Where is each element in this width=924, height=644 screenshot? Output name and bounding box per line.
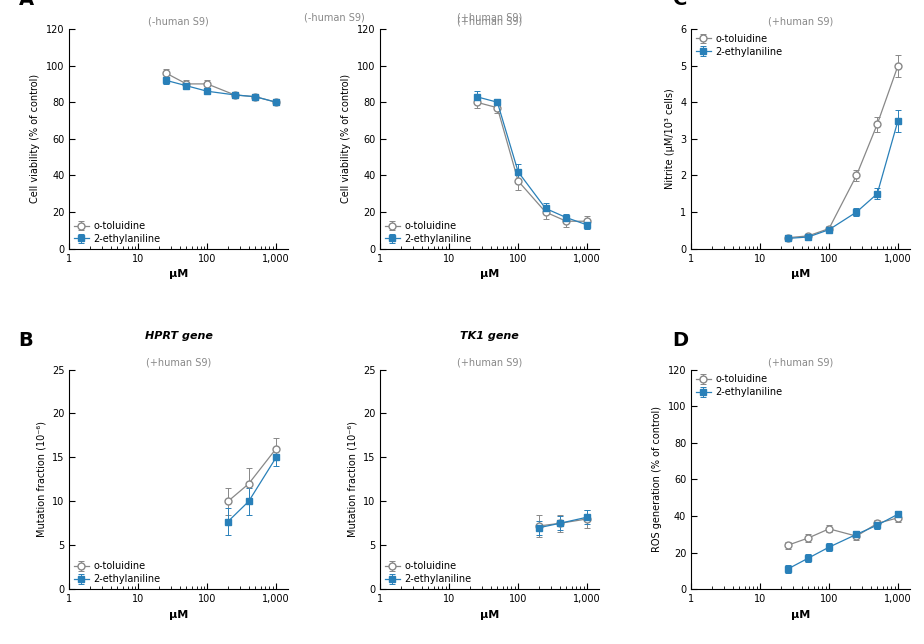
Text: TK1 gene: TK1 gene <box>460 331 519 341</box>
Legend: o-toluidine, 2-ethylaniline: o-toluidine, 2-ethylaniline <box>696 34 783 57</box>
Legend: o-toluidine, 2-ethylaniline: o-toluidine, 2-ethylaniline <box>74 562 161 584</box>
X-axis label: μM: μM <box>480 269 499 279</box>
Y-axis label: Cell viability (% of control): Cell viability (% of control) <box>341 74 351 204</box>
Y-axis label: Cell viability (% of control): Cell viability (% of control) <box>30 74 41 204</box>
Legend: o-toluidine, 2-ethylaniline: o-toluidine, 2-ethylaniline <box>696 374 783 397</box>
Y-axis label: ROS generation (% of control): ROS generation (% of control) <box>652 406 663 553</box>
Y-axis label: Nitrite (μM/10³ cells): Nitrite (μM/10³ cells) <box>664 88 675 189</box>
Text: D: D <box>673 331 688 350</box>
Text: (+human S9): (+human S9) <box>457 357 522 367</box>
Text: (-human S9): (-human S9) <box>304 12 365 23</box>
Y-axis label: Mutation fraction (10⁻⁶): Mutation fraction (10⁻⁶) <box>36 421 46 537</box>
Text: (+human S9): (+human S9) <box>146 357 212 367</box>
X-axis label: μM: μM <box>169 269 188 279</box>
Legend: o-toluidine, 2-ethylaniline: o-toluidine, 2-ethylaniline <box>385 221 471 244</box>
X-axis label: μM: μM <box>791 269 810 279</box>
X-axis label: μM: μM <box>169 610 188 620</box>
X-axis label: μM: μM <box>791 610 810 620</box>
X-axis label: μM: μM <box>480 610 499 620</box>
Text: A: A <box>18 0 33 10</box>
Text: (-human S9): (-human S9) <box>149 17 209 27</box>
Y-axis label: Mutation fraction (10⁻⁶): Mutation fraction (10⁻⁶) <box>347 421 358 537</box>
Text: (+human S9): (+human S9) <box>457 12 522 23</box>
Text: (+human S9): (+human S9) <box>457 17 522 27</box>
Text: B: B <box>18 331 33 350</box>
Text: (+human S9): (+human S9) <box>768 17 833 27</box>
Text: (+human S9): (+human S9) <box>768 357 833 367</box>
Text: HPRT gene: HPRT gene <box>145 331 213 341</box>
Text: C: C <box>673 0 687 10</box>
Legend: o-toluidine, 2-ethylaniline: o-toluidine, 2-ethylaniline <box>385 562 471 584</box>
Legend: o-toluidine, 2-ethylaniline: o-toluidine, 2-ethylaniline <box>74 221 161 244</box>
